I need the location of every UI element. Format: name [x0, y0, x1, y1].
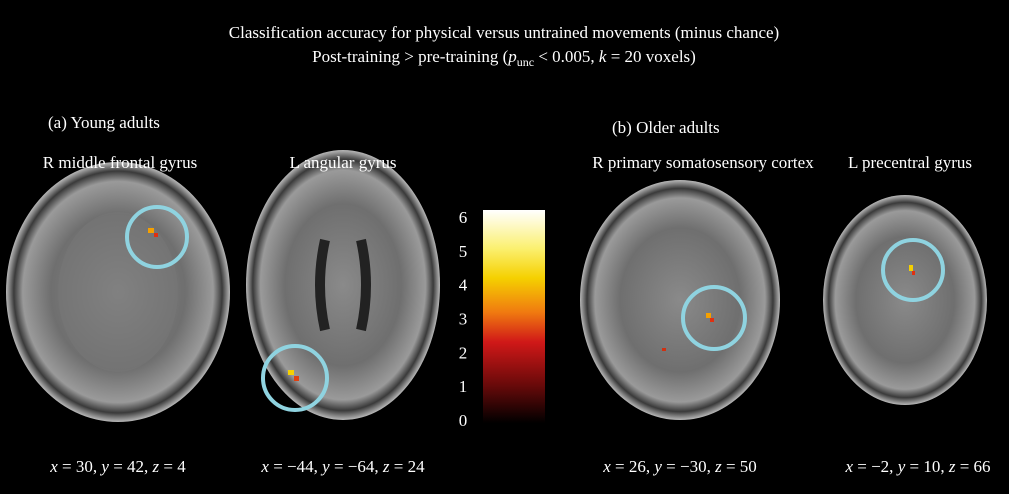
brain-scan [823, 195, 987, 405]
coordinates: x = −44, y = −64, z = 24 [260, 457, 425, 476]
region-name: L precentral gyrus [848, 153, 972, 172]
brain-scan [580, 180, 780, 420]
colorbar-tick-label: 1 [459, 377, 468, 396]
region-name: L angular gyrus [289, 153, 396, 172]
coordinate-part: = 26, [611, 457, 655, 476]
coordinate-part: = −64, [330, 457, 383, 476]
coordinate-part: = 50 [722, 457, 757, 476]
colorbar-tick-label: 3 [459, 310, 468, 329]
coordinate-part: = 24 [390, 457, 426, 476]
coordinates: x = 26, y = −30, z = 50 [602, 457, 757, 476]
coordinate-part: y [99, 457, 109, 476]
coordinate-part: = −44, [269, 457, 322, 476]
coordinates: x = −2, y = 10, z = 66 [844, 457, 990, 476]
figure: Classification accuracy for physical ver… [0, 0, 1009, 494]
coordinate-part: = −2, [853, 457, 898, 476]
coordinate-part: = −30, [662, 457, 715, 476]
colorbar-tick-label: 5 [459, 242, 468, 261]
brain-scan [246, 150, 440, 420]
title: Classification accuracy for physical ver… [229, 23, 779, 42]
region-name: R middle frontal gyrus [43, 153, 197, 172]
colorbar-tick-label: 2 [459, 343, 468, 362]
colorbar-tick-label: 0 [459, 411, 468, 430]
region-name: R primary somatosensory cortex [592, 153, 814, 172]
coordinate-part: = 66 [955, 457, 990, 476]
colorbar-tick-label: 4 [459, 276, 468, 295]
coordinate-part: = 4 [159, 457, 186, 476]
coordinate-part: = 10, [905, 457, 949, 476]
coordinate-part: = 42, [109, 457, 153, 476]
coordinate-part: y [320, 457, 330, 476]
panel-label: (a) Young adults [48, 113, 160, 132]
panel-label: (b) Older adults [612, 118, 720, 137]
brain-scan [6, 162, 230, 422]
colorbar-tick-label: 6 [459, 208, 468, 227]
coordinate-part: = 30, [58, 457, 102, 476]
coordinates: x = 30, y = 42, z = 4 [49, 457, 186, 476]
coordinate-part: y [896, 457, 906, 476]
colorbar [483, 210, 545, 423]
subtitle: Post-training > pre-training (punc < 0.0… [312, 47, 696, 69]
coordinate-part: y [652, 457, 662, 476]
